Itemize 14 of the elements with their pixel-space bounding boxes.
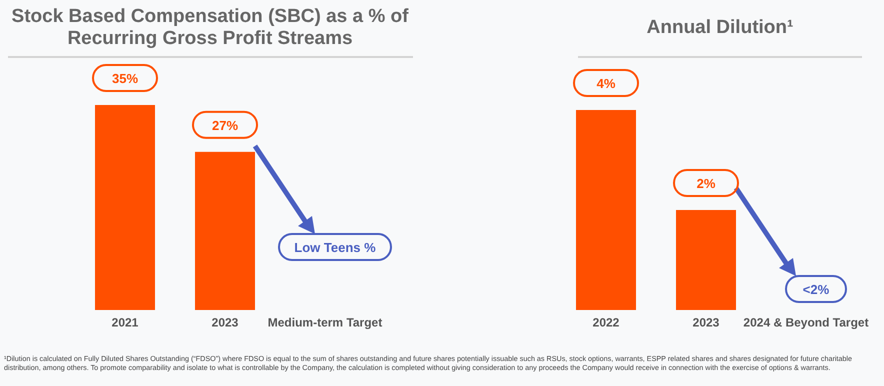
- data-label: 2%: [696, 176, 716, 191]
- x-tick-label: 2022: [592, 316, 620, 330]
- x-tick-label: 2023: [212, 316, 239, 330]
- annotation: Low Teens %: [294, 240, 376, 255]
- chart-title: Stock Based Compensation (SBC) as a % of Recurring Gross Profit Streams: [10, 6, 410, 50]
- data-label: 35%: [112, 71, 138, 86]
- chart-title: Annual Dilution¹: [646, 17, 794, 39]
- x-tick-label: Medium-term Target: [268, 316, 382, 330]
- x-tick-label: 2021: [112, 316, 139, 330]
- x-tick-label: 2024 & Beyond Target: [743, 316, 869, 330]
- x-tick-label: 2023: [692, 316, 720, 330]
- annotation: <2%: [802, 282, 830, 297]
- data-label: 27%: [212, 118, 238, 133]
- data-label: 4%: [596, 76, 616, 91]
